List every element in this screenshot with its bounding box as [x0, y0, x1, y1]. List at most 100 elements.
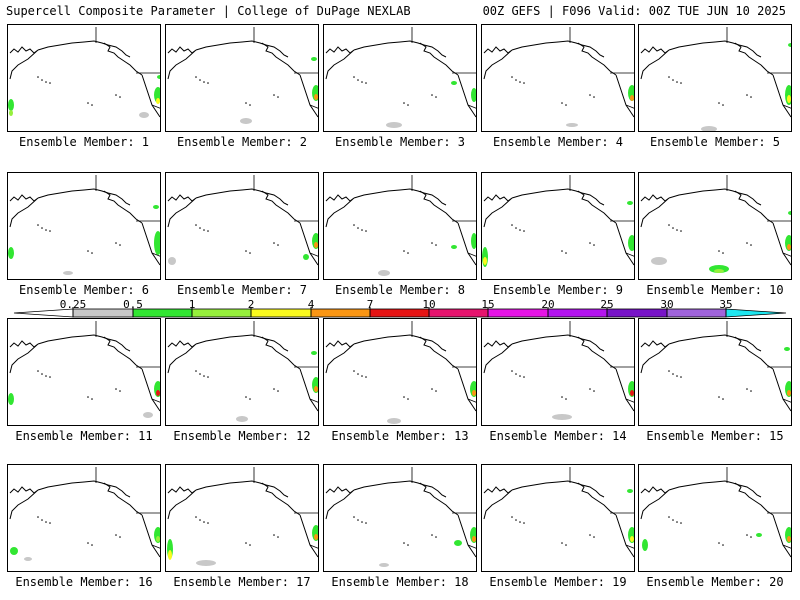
ensemble-member-map-17: [165, 464, 319, 572]
island: [676, 229, 678, 231]
scp-contour-fill: [387, 418, 401, 424]
ensemble-member-label: Ensemble Member: 5: [649, 135, 781, 149]
island: [565, 544, 567, 546]
coastline: [734, 482, 774, 516]
coastline: [103, 42, 143, 76]
scp-contour-fill: [472, 390, 476, 396]
ensemble-member-map-6: [7, 172, 161, 280]
island: [249, 398, 251, 400]
ensemble-member-label: Ensemble Member: 7: [176, 283, 308, 297]
colorbar-segment: [606, 308, 668, 318]
ensemble-member-map-2: [165, 24, 319, 132]
ensemble-member-map-18: [323, 464, 477, 572]
island: [722, 252, 724, 254]
political-border: [151, 398, 160, 403]
island: [41, 79, 43, 81]
coastline: [640, 486, 670, 520]
coastline: [668, 188, 762, 206]
island: [195, 516, 197, 518]
island: [750, 96, 752, 98]
scp-contour-fill: [378, 270, 390, 276]
coastline: [640, 194, 670, 228]
island: [365, 82, 367, 84]
island: [722, 398, 724, 400]
coastline: [353, 334, 447, 352]
island: [207, 522, 209, 524]
coastline: [772, 222, 791, 266]
map-canvas: [8, 175, 160, 275]
scp-contour-fill: [24, 557, 32, 561]
political-border: [467, 252, 476, 257]
island: [407, 252, 409, 254]
political-border: [467, 544, 476, 549]
island: [87, 396, 89, 398]
colorbar-segment: [666, 308, 727, 318]
ensemble-member-map-5: [638, 24, 792, 132]
scp-contour-fill: [156, 536, 160, 542]
coastline: [457, 514, 476, 558]
coastline: [261, 190, 301, 224]
island: [365, 376, 367, 378]
map-canvas: [483, 27, 634, 127]
ensemble-member-label: Ensemble Member: 4: [492, 135, 624, 149]
coastline: [9, 46, 39, 80]
scp-contour-fill: [552, 414, 572, 420]
ensemble-member-label: Ensemble Member: 9: [492, 283, 624, 297]
island: [668, 224, 670, 226]
island: [119, 390, 121, 392]
coastline: [419, 42, 459, 76]
coastline: [167, 194, 197, 228]
coastline: [772, 74, 791, 118]
coastline: [772, 514, 791, 558]
island: [49, 376, 51, 378]
coastline: [37, 188, 131, 206]
coastline: [577, 190, 617, 224]
colorbar-segment: [310, 308, 371, 318]
colorbar-tick-label: 30: [660, 298, 674, 311]
island: [431, 388, 433, 390]
island: [45, 521, 47, 523]
island: [203, 229, 205, 231]
island: [746, 94, 748, 96]
map-canvas: [325, 27, 476, 128]
island: [357, 79, 359, 81]
island: [37, 516, 39, 518]
colorbar-tick-label: 0.25: [59, 298, 87, 311]
island: [207, 82, 209, 84]
political-border: [151, 544, 160, 549]
coastline: [457, 222, 476, 266]
island: [199, 79, 201, 81]
island: [361, 229, 363, 231]
coastline: [9, 486, 39, 520]
ensemble-member-map-3: [323, 24, 477, 132]
island: [523, 376, 525, 378]
ensemble-member-label: Ensemble Member: 8: [334, 283, 466, 297]
colorbar-tick-label: 2: [247, 298, 255, 311]
ensemble-member-map-8: [323, 172, 477, 280]
scp-contour-fill: [156, 390, 160, 396]
scp-contour-fill: [236, 416, 248, 422]
island: [718, 250, 720, 252]
island: [750, 390, 752, 392]
island: [722, 544, 724, 546]
island: [589, 94, 591, 96]
ensemble-member-label: Ensemble Member: 16: [15, 575, 153, 589]
political-border: [625, 398, 634, 403]
colorbar-tick-label: 10: [422, 298, 436, 311]
coastline: [483, 486, 513, 520]
island: [519, 521, 521, 523]
island: [361, 521, 363, 523]
ensemble-member-map-10: [638, 172, 792, 280]
coastline: [141, 514, 160, 558]
coastline: [299, 368, 318, 412]
map-canvas: [640, 27, 791, 131]
scp-contour-fill: [471, 233, 476, 249]
island: [589, 534, 591, 536]
scp-contour-fill: [303, 254, 309, 260]
coastline: [167, 46, 197, 80]
coastline: [734, 336, 774, 370]
coastline: [195, 188, 289, 206]
island: [199, 373, 201, 375]
island: [273, 242, 275, 244]
scp-contour-fill: [756, 533, 762, 537]
